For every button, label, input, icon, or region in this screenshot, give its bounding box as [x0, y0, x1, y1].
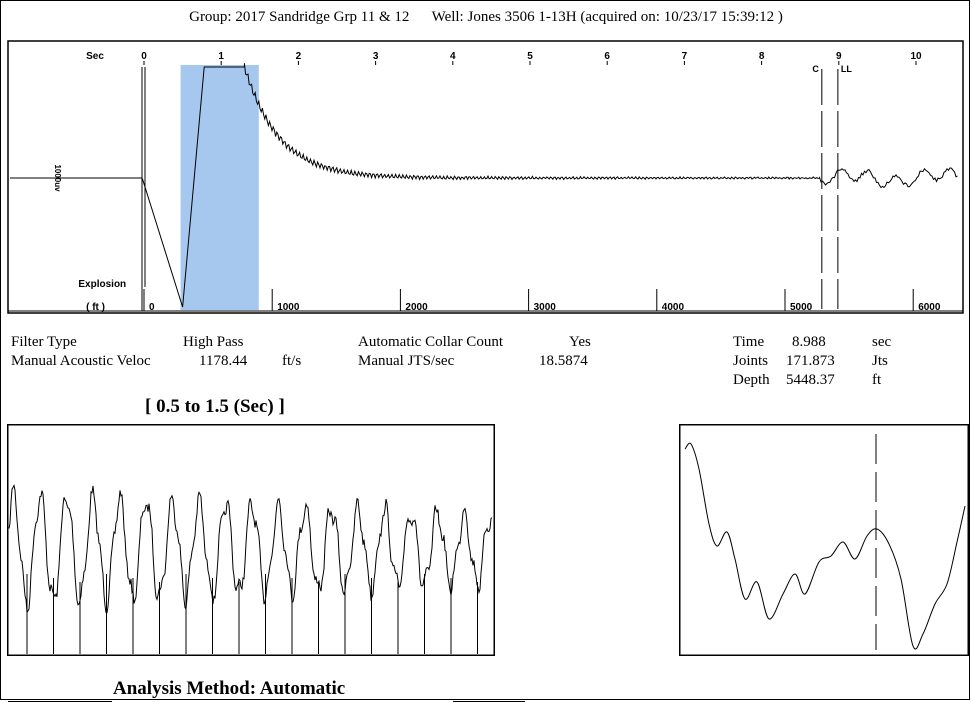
acoustic-velocity-value: 1178.44 — [199, 353, 248, 369]
joints-value: 171.873 — [786, 353, 835, 369]
ft-tick-label: 2000 — [405, 302, 428, 313]
time-label: Time — [733, 334, 765, 350]
zoom-window-trace — [8, 483, 493, 614]
sec-tick-label: 6 — [604, 51, 610, 62]
well-value: Jones 3506 1-13H — [467, 9, 577, 25]
collar-detail-chart[interactable] — [679, 424, 969, 656]
marker-c-label: C — [812, 64, 819, 74]
ft-axis-label: ( ft ) — [86, 302, 105, 313]
sec-tick-label: 2 — [296, 51, 302, 62]
depth-label: Depth — [733, 372, 770, 388]
acoustic-velocity-unit: ft/s — [282, 353, 302, 369]
auto-collar-count-label: Automatic Collar Count — [358, 334, 503, 350]
zoom-window-frame — [7, 424, 495, 656]
ft-tick-label: 0 — [149, 302, 155, 313]
sec-tick-label: 5 — [527, 51, 533, 62]
ft-tick-label: 3000 — [534, 302, 557, 313]
time-unit: sec — [872, 334, 892, 350]
sec-tick-label: 9 — [836, 51, 842, 62]
ft-tick-label: 4000 — [662, 302, 685, 313]
selection-highlight — [180, 65, 259, 310]
main-chart-frame — [7, 40, 964, 314]
joints-label: Joints — [733, 353, 769, 369]
main-acoustic-trace — [10, 63, 958, 308]
ft-tick-label: 6000 — [918, 302, 941, 313]
well-label: Well: — [431, 9, 464, 25]
filter-type-value: High Pass — [183, 334, 244, 350]
manual-jts-label: Manual JTS/sec — [358, 353, 455, 369]
group-label: Group: — [189, 9, 232, 25]
depth-value: 5448.37 — [786, 372, 835, 388]
joints-unit: Jts — [872, 353, 888, 369]
sec-axis-label: Sec — [86, 51, 104, 62]
sec-tick-label: 7 — [682, 51, 688, 62]
sec-tick-label: 3 — [373, 51, 379, 62]
sec-tick-label: 4 — [450, 51, 456, 62]
time-value: 8.988 — [792, 334, 826, 350]
main-acoustic-chart[interactable]: Sec 0 1 2 3 4 5 6 7 8 9 10 ( ft ) 0 1000 2000 3000 4000 50… — [1, 33, 971, 323]
report-header: Group: 2017 Sandridge Grp 11 & 12 Well: … — [1, 9, 971, 26]
zoom-window-chart[interactable] — [7, 424, 495, 656]
collar-detail-frame — [679, 424, 969, 656]
analysis-method: Analysis Method: Automatic — [113, 678, 346, 699]
sec-tick-label: 0 — [141, 51, 147, 62]
filter-type-label: Filter Type — [11, 334, 77, 350]
manual-jts-value: 18.5874 — [539, 353, 588, 369]
ft-tick-label: 5000 — [790, 302, 813, 313]
collar-detail-trace — [684, 442, 966, 650]
depth-unit: ft — [872, 372, 882, 388]
zoom-window-title: [ 0.5 to 1.5 (Sec) ] — [145, 396, 285, 417]
marker-ll-label: LL — [841, 64, 852, 74]
explosion-label: Explosion — [78, 279, 126, 290]
auto-collar-count-value: Yes — [569, 334, 591, 350]
group-value: 2017 Sandridge Grp 11 & 12 — [235, 9, 410, 25]
sec-tick-label: 1 — [218, 51, 224, 62]
acoustic-velocity-label: Manual Acoustic Veloc — [11, 353, 151, 369]
sec-tick-label: 10 — [910, 51, 922, 62]
acquired-timestamp: (acquired on: 10/23/17 15:39:12 ) — [580, 9, 783, 25]
ft-tick-label: 1000 — [277, 302, 300, 313]
sec-tick-label: 8 — [759, 51, 765, 62]
